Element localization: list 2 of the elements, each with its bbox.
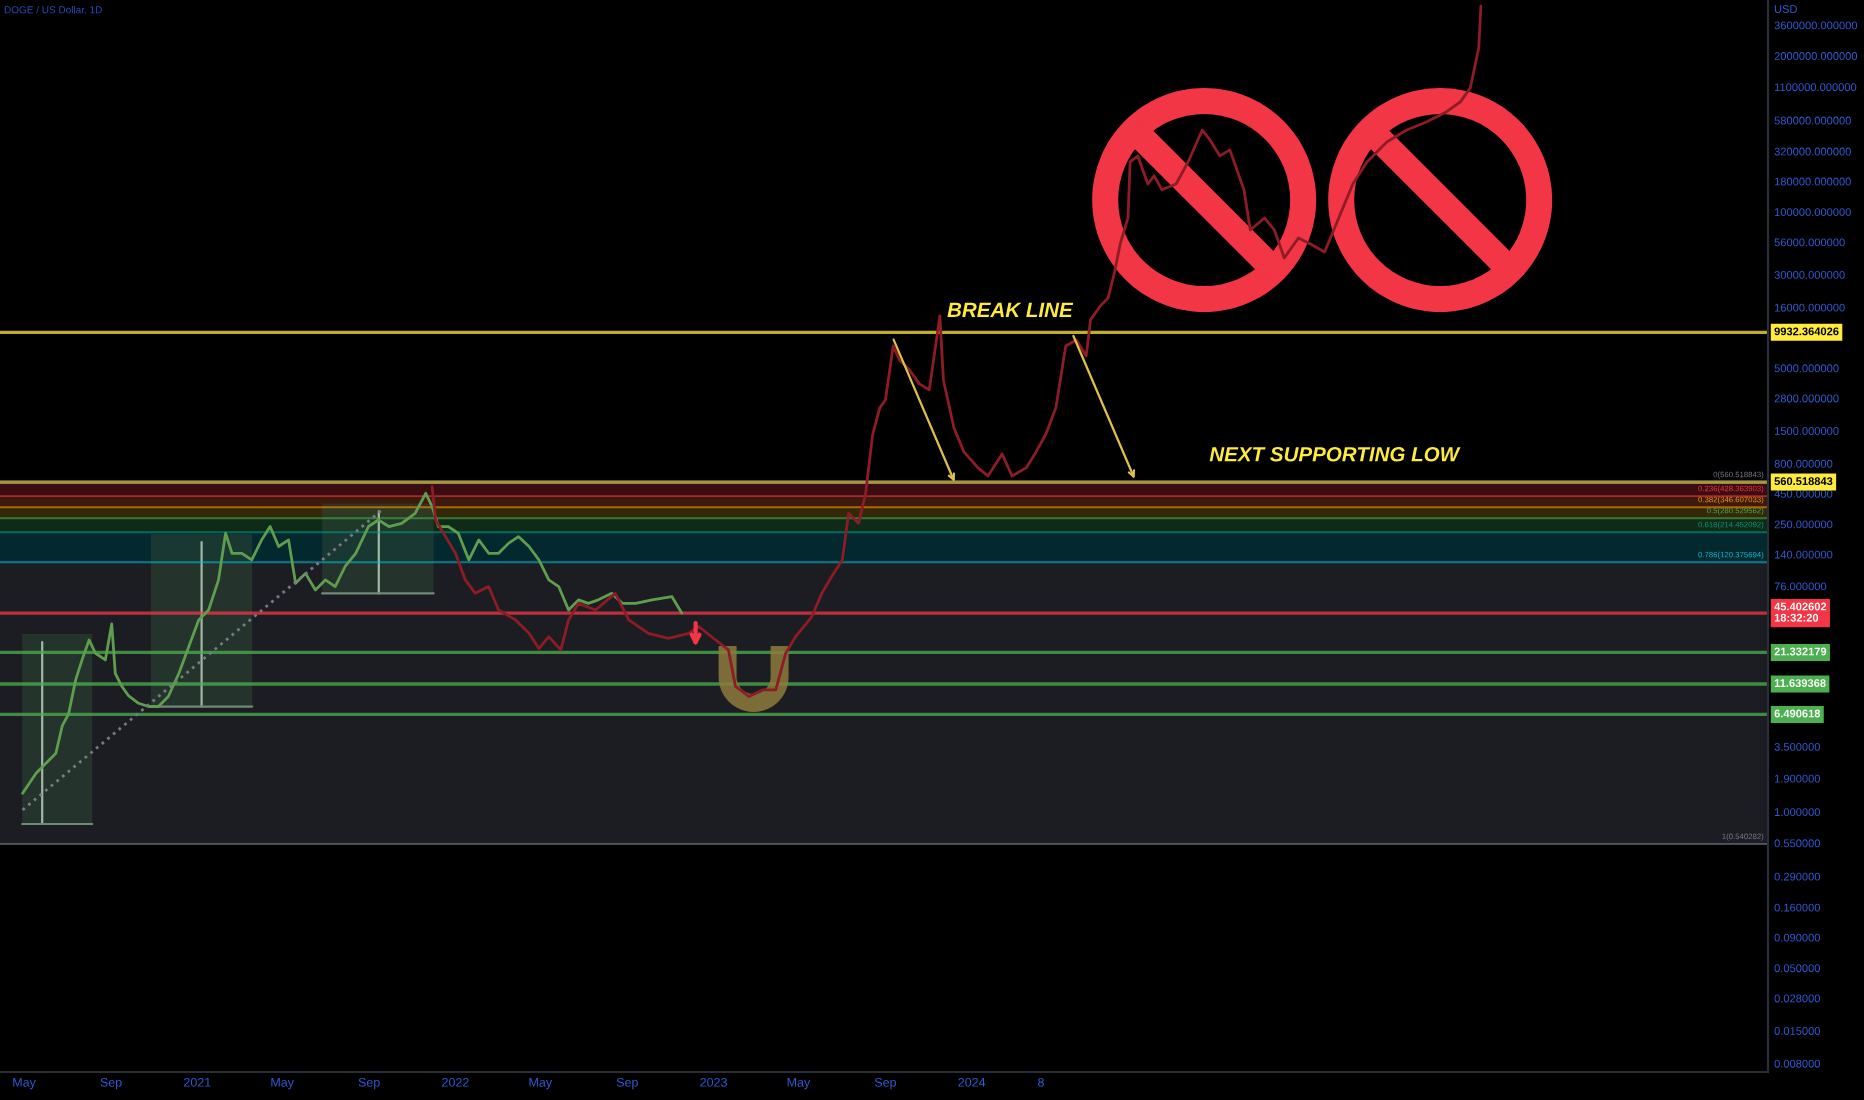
annotation: BREAK LINE [947, 302, 1074, 317]
annotation: NEXT SUPPORTING LOW [1209, 446, 1461, 462]
